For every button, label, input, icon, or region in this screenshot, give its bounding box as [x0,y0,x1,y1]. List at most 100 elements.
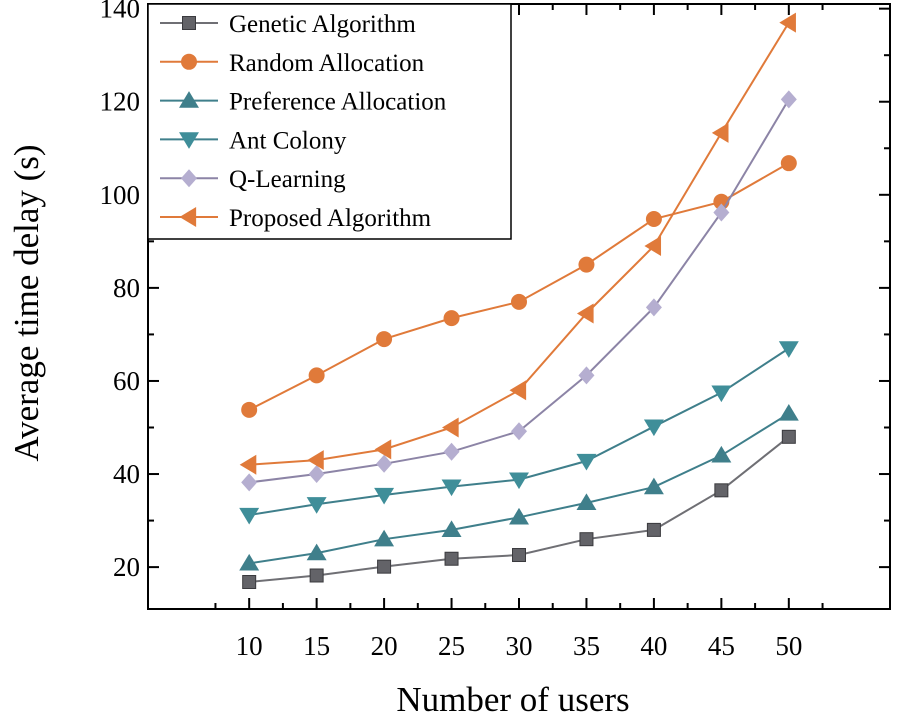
data-point [646,522,661,537]
legend-box [147,3,512,240]
data-point [780,155,797,172]
data-point [578,256,595,273]
x-tick-label: 50 [775,631,802,661]
legend-entry: Random Allocation [160,50,425,77]
series-group [239,12,799,590]
data-point [376,331,393,348]
data-point [511,422,527,441]
legend-label: Random Allocation [229,50,425,77]
data-point [509,507,529,525]
data-point [377,559,392,574]
data-point [307,450,324,471]
data-point [308,465,325,484]
y-tick-label: 140 [100,0,141,24]
y-tick-label: 20 [113,552,140,582]
x-tick-label: 25 [438,631,465,661]
legend-entry: Preference Allocation [160,89,447,116]
y-tick-label: 120 [100,87,141,117]
data-point [239,454,257,475]
data-point [306,497,327,514]
data-point [576,303,594,324]
data-point [778,404,799,421]
data-point [306,543,327,561]
data-point [711,385,732,403]
legend-entry: Ant Colony [160,127,347,154]
data-point [713,203,730,222]
data-point [442,417,459,438]
data-point [242,575,257,590]
data-point [509,380,527,401]
legend-entry: Q-Learning [160,166,346,193]
legend-marker [182,16,196,30]
legend-entry: Proposed Algorithm [160,205,432,232]
data-point [241,473,258,492]
data-point [778,341,799,358]
x-tick-label: 40 [640,631,667,661]
legend-label: Ant Colony [229,127,347,154]
legend-entry: Genetic Algorithm [160,11,416,38]
data-point [241,401,258,418]
legend-label: Genetic Algorithm [229,11,416,38]
x-tick-label: 35 [573,631,600,661]
data-point [444,551,459,566]
x-tick-label: 30 [506,631,533,661]
data-point [443,310,460,327]
legend-marker [179,207,197,227]
x-tick-label: 45 [708,631,735,661]
series-ant-colony [239,341,799,525]
x-tick-label: 10 [236,631,263,661]
data-point [714,483,729,498]
data-point [374,529,395,547]
legend: Genetic Algorithm Random Allocation Prefer… [147,3,512,240]
y-tick-label: 100 [100,180,141,210]
data-point [441,479,462,497]
series-genetic-algorithm [242,429,796,590]
data-point [308,367,325,384]
data-point [376,454,393,473]
data-point [309,568,324,583]
series-proposed-algorithm [239,12,796,475]
data-point [779,12,796,33]
x-tick-label: 15 [303,631,330,661]
series-q-learning [241,90,797,492]
data-point [644,236,662,256]
data-point [511,293,527,310]
legend-marker [179,91,199,108]
series-random-allocation [241,155,797,418]
axis-ticks: 10 15 20 25 30 35 40 45 50 20 40 60 80 100 120 140 [100,0,890,661]
data-point [645,298,662,317]
data-point [239,553,260,571]
legend-marker [181,53,197,70]
data-point [645,211,662,228]
data-point [443,442,460,461]
x-tick-label: 20 [371,631,398,661]
data-point [512,548,526,563]
data-point [374,487,395,505]
data-point [711,122,729,143]
legend-label: Proposed Algorithm [229,205,432,232]
data-point [643,419,664,437]
legend-label: Preference Allocation [229,89,447,116]
data-point [239,507,260,525]
data-point [579,532,594,547]
data-point [711,445,732,463]
data-point [578,366,595,385]
data-point [780,90,797,109]
data-point [576,493,597,511]
data-point [441,520,462,538]
data-point [781,429,796,444]
data-point [576,453,597,471]
data-point [643,477,664,495]
y-tick-label: 80 [113,273,140,303]
legend-label: Q-Learning [229,166,346,193]
y-tick-label: 40 [113,459,140,489]
y-tick-label: 60 [113,366,140,396]
data-point [509,472,529,490]
x-axis-title: Number of users [396,680,629,719]
series-preference-allocation [239,404,799,571]
legend-marker [179,132,199,149]
y-axis-title: Average time delay (s) [7,144,46,461]
data-point [374,439,392,460]
legend-marker [181,169,197,188]
